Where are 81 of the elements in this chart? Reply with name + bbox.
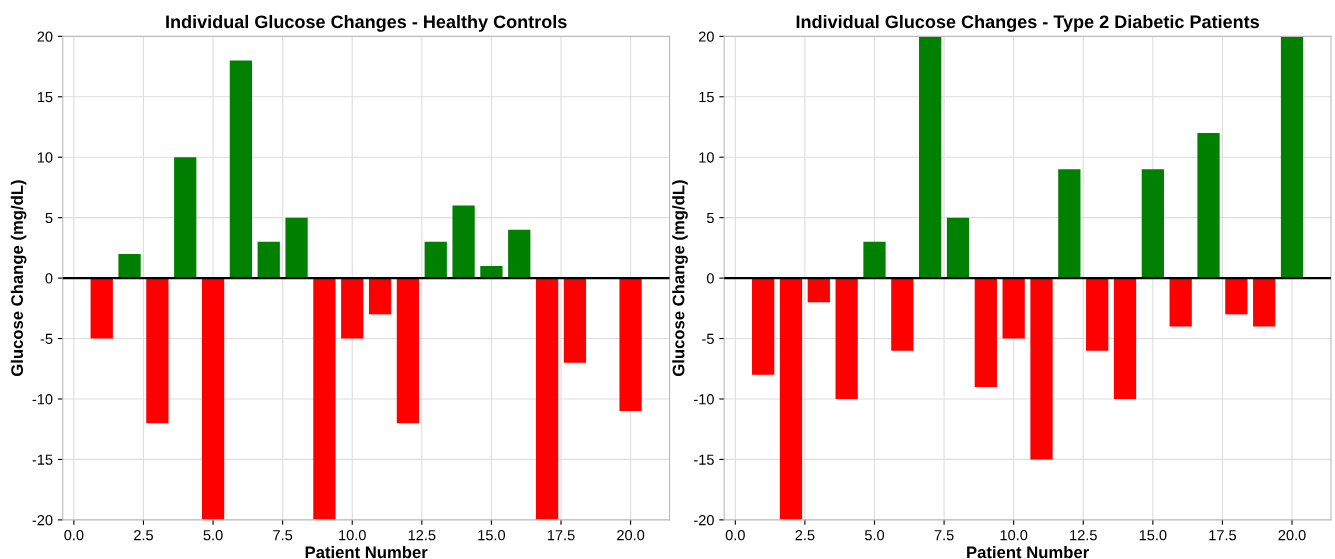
y-tick-label: -5 xyxy=(702,333,714,344)
bar xyxy=(891,278,914,351)
bar xyxy=(752,278,775,375)
y-tick-label: -20 xyxy=(694,514,714,526)
bar xyxy=(424,241,447,279)
y-tick-label: 5 xyxy=(706,212,714,224)
bar xyxy=(1280,36,1304,279)
y-axis-title: Glucose Change (mg/dL) xyxy=(10,180,27,377)
x-tick-label: 5.0 xyxy=(864,529,885,541)
x-tick-label: 2.5 xyxy=(134,529,153,541)
bar xyxy=(1169,278,1192,327)
x-tick-label: 2.5 xyxy=(795,529,815,541)
y-tick-label: 10 xyxy=(37,152,53,163)
bar xyxy=(396,278,420,424)
y-tick-label: 0 xyxy=(45,273,53,284)
x-tick-label: 12.5 xyxy=(1070,529,1097,541)
bar xyxy=(480,266,503,279)
y-tick-label: -10 xyxy=(32,394,53,405)
bar xyxy=(1253,278,1276,327)
y-tick-label: 15 xyxy=(699,92,714,103)
x-tick-label: 10.0 xyxy=(1000,529,1028,541)
bar xyxy=(1058,169,1081,279)
x-tick-label: 0.0 xyxy=(64,529,84,541)
x-axis-title: Patient Number xyxy=(305,545,428,559)
x-tick-label: 17.5 xyxy=(1209,530,1237,541)
x-tick-label: 17.5 xyxy=(547,530,575,541)
bar xyxy=(619,278,642,412)
bar xyxy=(257,241,280,279)
y-tick-label: -20 xyxy=(32,514,53,526)
y-tick-label: -5 xyxy=(40,333,53,344)
y-axis-title: Glucose Change (mg/dL) xyxy=(672,180,688,377)
x-tick-label: 15.0 xyxy=(1139,529,1167,541)
bar xyxy=(1113,278,1137,399)
bar xyxy=(1197,133,1220,279)
bar xyxy=(1030,278,1053,460)
bar xyxy=(974,278,997,387)
bar xyxy=(285,217,308,279)
bar xyxy=(835,278,858,399)
bar xyxy=(341,278,364,339)
y-tick-label: 10 xyxy=(699,152,714,163)
x-tick-label: 15.0 xyxy=(478,529,506,541)
y-tick-label: 15 xyxy=(37,92,53,103)
bar xyxy=(1086,278,1109,351)
bar xyxy=(368,278,392,315)
y-tick-label: 20 xyxy=(37,31,53,42)
bar xyxy=(1225,278,1248,315)
bar xyxy=(807,278,830,303)
bar xyxy=(508,229,531,279)
y-tick-label: -15 xyxy=(32,454,53,465)
bar xyxy=(118,253,141,279)
y-tick-label: 0 xyxy=(706,273,714,284)
bar xyxy=(452,205,475,279)
x-tick-label: 7.5 xyxy=(273,530,293,541)
bar xyxy=(201,278,225,520)
bar xyxy=(1002,278,1025,339)
chart-title: Individual Glucose Changes - Type 2 Diabetic Patients xyxy=(796,14,1259,32)
y-tick-label: 20 xyxy=(698,31,714,42)
bar xyxy=(146,278,169,424)
bar xyxy=(946,217,970,279)
y-tick-label: 5 xyxy=(45,212,53,224)
x-tick-label: 7.5 xyxy=(934,530,954,541)
chart-title: Individual Glucose Changes - Healthy Controls xyxy=(166,14,567,32)
y-tick-label: -10 xyxy=(694,394,714,405)
x-axis-title: Patient Number xyxy=(967,545,1089,559)
x-tick-label: 20.0 xyxy=(1278,529,1306,541)
bar xyxy=(229,60,253,279)
x-tick-label: 12.5 xyxy=(408,529,436,541)
bar xyxy=(174,157,197,279)
bar xyxy=(779,278,803,520)
bar xyxy=(563,278,587,363)
bar xyxy=(313,278,336,520)
x-tick-label: 20.0 xyxy=(617,529,645,541)
y-tick-label: -15 xyxy=(694,454,714,465)
bar xyxy=(90,278,113,339)
x-tick-label: 5.0 xyxy=(203,529,223,541)
x-tick-label: 10.0 xyxy=(339,529,366,541)
bar xyxy=(535,278,559,520)
bar xyxy=(1141,169,1164,279)
bar xyxy=(919,36,942,279)
bar xyxy=(863,241,886,279)
x-tick-label: 0.0 xyxy=(725,529,745,541)
